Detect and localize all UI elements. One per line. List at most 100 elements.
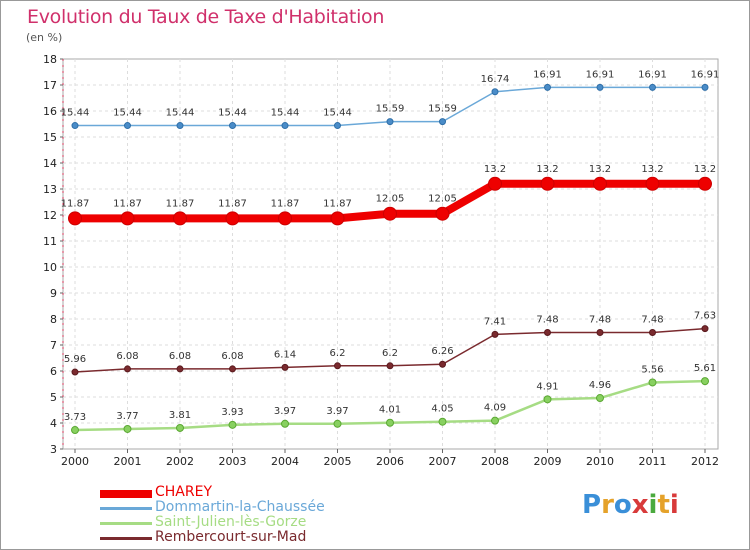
data-point — [540, 176, 555, 191]
data-point — [281, 363, 289, 371]
legend-label: CHAREY — [155, 484, 213, 500]
x-tick-label: 2008 — [481, 455, 509, 468]
y-tick-label: 3 — [50, 443, 57, 456]
data-label: 6.08 — [116, 351, 138, 362]
data-label: 11.87 — [166, 198, 195, 209]
data-label: 15.44 — [61, 108, 90, 119]
data-label: 13.2 — [484, 164, 506, 175]
data-label: 12.05 — [428, 194, 457, 205]
data-point — [229, 365, 236, 373]
data-point — [491, 330, 499, 338]
y-tick-label: 5 — [50, 391, 57, 404]
legend-label: Saint-Julien-lès-Gorze — [155, 514, 307, 530]
data-point — [281, 122, 289, 130]
data-point — [701, 83, 709, 91]
y-tick-label: 4 — [50, 417, 57, 430]
data-point — [593, 176, 607, 191]
x-tick-label: 2005 — [324, 455, 352, 468]
data-label: 4.09 — [484, 403, 506, 414]
y-tick-label: 9 — [50, 287, 57, 300]
data-point — [596, 329, 604, 337]
data-label: 4.91 — [536, 381, 558, 392]
data-point — [649, 83, 656, 91]
data-label: 16.91 — [533, 69, 562, 80]
data-point — [71, 122, 79, 130]
data-point — [596, 83, 604, 91]
data-label: 6.08 — [221, 351, 243, 362]
x-tick-label: 2009 — [534, 455, 562, 468]
data-label: 6.26 — [431, 346, 453, 357]
data-point — [491, 88, 499, 96]
data-point — [544, 329, 551, 337]
x-tick-label: 2004 — [271, 455, 299, 468]
data-point — [701, 325, 709, 333]
data-point — [281, 419, 289, 428]
y-tick-label: 18 — [43, 53, 57, 66]
data-label: 6.2 — [330, 348, 346, 359]
data-point — [334, 122, 341, 130]
data-point — [438, 417, 447, 426]
data-label: 7.41 — [484, 316, 506, 327]
data-point — [649, 329, 656, 337]
legend-swatch — [100, 507, 152, 510]
data-point — [386, 118, 394, 126]
data-point — [435, 206, 450, 221]
y-tick-label: 14 — [43, 157, 57, 170]
data-label: 15.59 — [376, 104, 405, 115]
data-label: 7.63 — [694, 311, 716, 322]
y-tick-label: 11 — [43, 235, 57, 248]
data-label: 4.05 — [431, 404, 453, 415]
data-point — [176, 423, 184, 432]
data-label: 3.77 — [116, 411, 138, 422]
data-point — [488, 176, 502, 191]
data-point — [701, 377, 709, 386]
data-label: 3.93 — [221, 407, 243, 418]
data-label: 3.73 — [64, 412, 86, 423]
y-tick-label: 17 — [43, 79, 57, 92]
data-label: 5.56 — [641, 364, 663, 375]
data-point — [228, 420, 237, 429]
data-point — [176, 365, 184, 373]
proxiti-logo: Proxiti — [582, 490, 679, 520]
data-label: 15.44 — [113, 108, 142, 119]
data-label: 6.08 — [169, 351, 191, 362]
data-point — [120, 211, 135, 226]
x-tick-label: 2010 — [586, 455, 614, 468]
x-tick-label: 2001 — [114, 455, 142, 468]
x-tick-label: 2003 — [219, 455, 247, 468]
unit-label: (en %) — [26, 31, 63, 44]
data-point — [386, 418, 394, 427]
data-point — [229, 122, 236, 130]
y-tick-label: 13 — [43, 183, 57, 196]
data-point — [698, 176, 712, 191]
data-label: 16.91 — [638, 69, 667, 80]
data-point — [124, 122, 131, 130]
data-label: 3.97 — [274, 406, 296, 417]
data-point — [439, 360, 446, 368]
data-label: 3.81 — [169, 410, 191, 421]
data-point — [173, 211, 187, 226]
x-tick-label: 2006 — [376, 455, 404, 468]
data-label: 15.59 — [428, 104, 457, 115]
data-label: 5.61 — [694, 363, 716, 374]
y-tick-label: 6 — [50, 365, 57, 378]
data-label: 16.74 — [481, 74, 510, 85]
data-point — [176, 122, 184, 130]
data-point — [491, 416, 499, 425]
legend-swatch — [100, 490, 152, 498]
data-label: 11.87 — [271, 198, 300, 209]
data-label: 7.48 — [641, 315, 663, 326]
data-point — [278, 211, 292, 226]
data-point — [383, 206, 397, 221]
data-label: 5.96 — [64, 354, 86, 365]
x-tick-label: 2002 — [166, 455, 194, 468]
y-tick-label: 16 — [43, 105, 57, 118]
data-point — [123, 424, 132, 433]
data-point — [71, 368, 79, 376]
data-label: 15.44 — [166, 108, 195, 119]
data-label: 16.91 — [691, 69, 720, 80]
data-label: 11.87 — [61, 198, 90, 209]
data-point — [334, 362, 341, 370]
legend-label: Rembercourt-sur-Mad — [155, 529, 307, 545]
data-point — [386, 362, 394, 370]
